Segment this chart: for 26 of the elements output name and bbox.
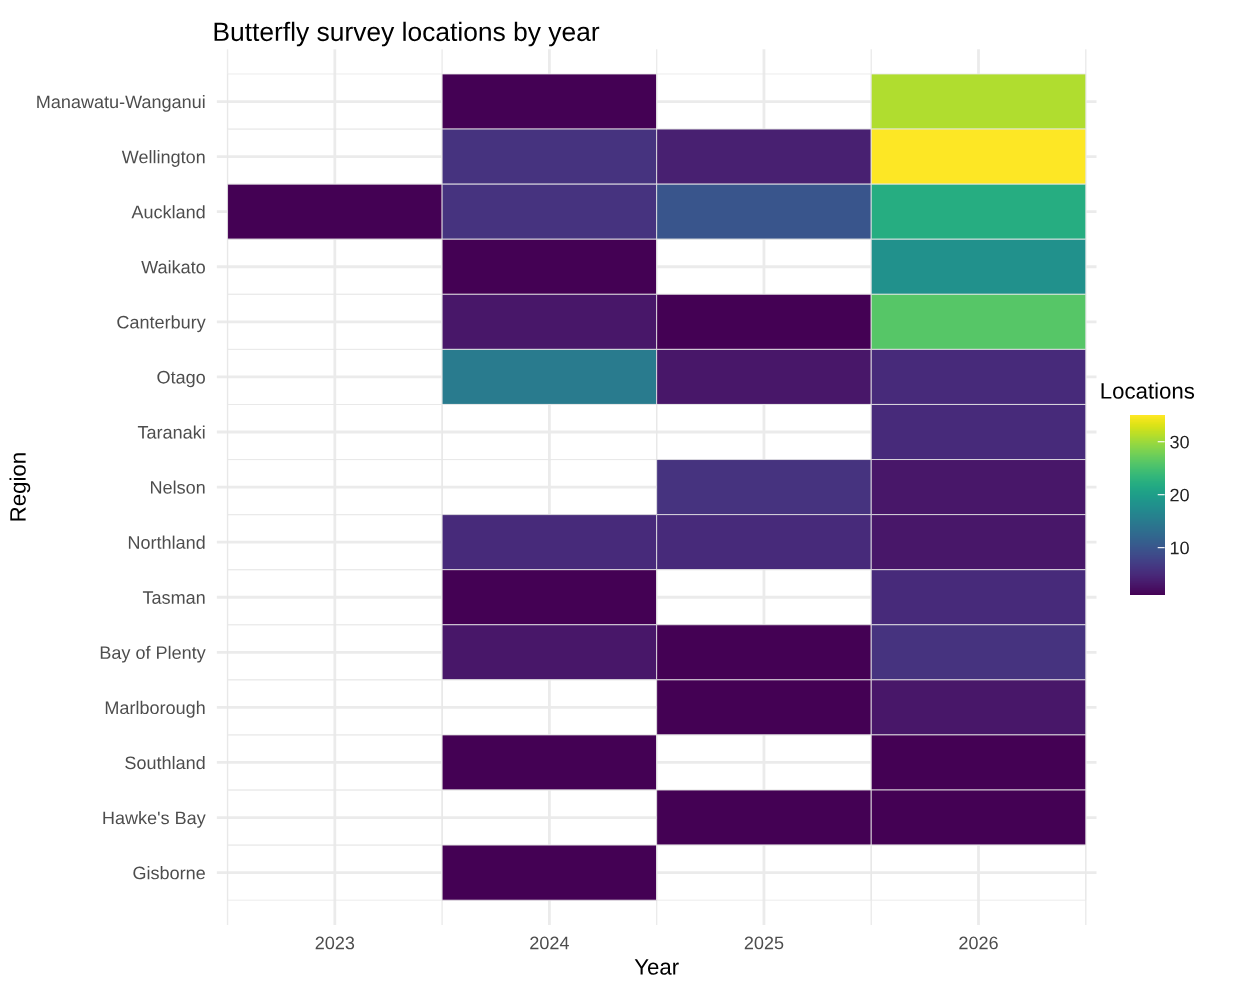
y-axis-title: Region [9, 453, 31, 521]
y-tick-label: Northland [128, 535, 205, 549]
y-tick-label: Southland [125, 755, 205, 770]
y-tick-label: Waikato [141, 260, 205, 274]
chart-title: Butterfly survey locations by year [214, 21, 600, 47]
y-tick-label: Nelson [150, 480, 205, 494]
x-tick-label: 2025 [744, 936, 784, 950]
y-tick-label: Hawke's Bay [103, 811, 206, 828]
y-tick-label: Gisborne [133, 866, 205, 880]
color-bar-label: 20 [1170, 488, 1189, 502]
y-tick-label: Canterbury [117, 315, 206, 333]
x-axis-title: Year [634, 959, 679, 975]
x-tick-label: 2023 [315, 936, 355, 950]
x-tick-label: 2024 [530, 936, 569, 950]
y-tick-label: Taranaki [137, 425, 205, 439]
y-tick-label: Auckland [131, 205, 205, 219]
y-tick-label: Otago [157, 370, 205, 388]
y-tick-label: Wellington [121, 150, 205, 167]
y-tick-label: Tasman [142, 591, 205, 604]
x-tick-label: 2026 [959, 936, 998, 950]
y-tick-label: Marlborough [105, 700, 205, 718]
y-tick-label: Bay of Plenty [100, 645, 206, 663]
color-bar-title: Locations [1101, 382, 1195, 399]
color-bar-label: 10 [1170, 541, 1189, 555]
color-bar-label: 30 [1170, 435, 1189, 449]
y-tick-label: Manawatu-Wanganui [37, 94, 205, 112]
